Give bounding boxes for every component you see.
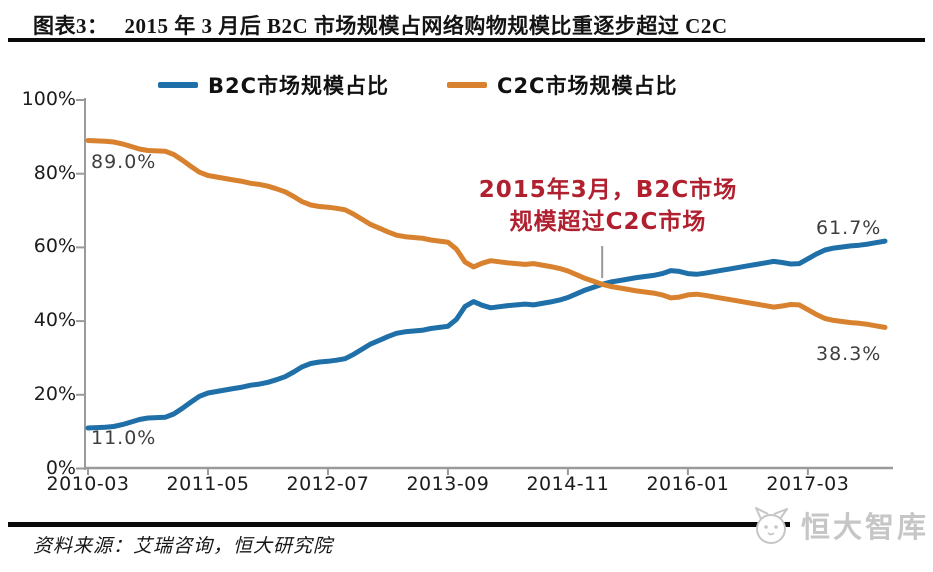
title-divider	[8, 38, 925, 42]
b2c-start-value-label: 11.0%	[91, 427, 157, 449]
logo-text: 恒大智库	[800, 510, 929, 544]
c2c-series-line	[85, 138, 888, 330]
crossover-annotation-line2: 规模超过C2C市场	[509, 209, 707, 235]
x-axis-tick-label: 2017-03	[766, 473, 850, 495]
hengda-zhiku-logo: 恒大智库	[747, 503, 929, 547]
y-axis-tick-label: 0%	[45, 456, 76, 479]
crossover-annotation-line1: 2015年3月，B2C市场	[478, 177, 738, 203]
y-axis-tick-label: 20%	[33, 382, 76, 405]
c2c-end-value-label: 38.3%	[816, 343, 882, 365]
legend: B2C市场规模占比 C2C市场规模占比	[158, 70, 677, 100]
b2c-end-value-label: 61.7%	[816, 217, 882, 239]
legend-label-b2c: B2C市场规模占比	[208, 74, 390, 98]
y-axis-tick-label: 40%	[33, 309, 76, 332]
footer-divider	[8, 522, 790, 527]
figure-title-row: 图表3： 2015 年 3 月后 B2C 市场规模占网络购物规模比重逐步超过 C2…	[33, 10, 923, 40]
c2c-line-swatch	[447, 82, 488, 88]
x-axis-tick-label: 2010-03	[46, 473, 130, 495]
b2c-series-line	[85, 238, 888, 431]
x-axis-tick-label: 2013-09	[406, 473, 490, 495]
cat-mascot-icon	[754, 507, 788, 544]
x-axis-tick-label: 2012-07	[286, 473, 370, 495]
legend-item-c2c: C2C市场规模占比	[447, 70, 677, 100]
legend-label-c2c: C2C市场规模占比	[497, 74, 678, 98]
x-axis-tick-label: 2016-01	[646, 473, 730, 495]
y-axis-tick-label: 80%	[33, 161, 76, 184]
c2c-start-value-label: 89.0%	[91, 151, 157, 173]
x-axis-tick-label: 2011-05	[166, 473, 250, 495]
y-axis-tick-label: 60%	[33, 235, 76, 258]
y-axis-tick-label: 100%	[21, 88, 76, 110]
page-title: 2015 年 3 月后 B2C 市场规模占网络购物规模比重逐步超过 C2C	[124, 14, 728, 38]
legend-item-b2c: B2C市场规模占比	[158, 70, 389, 100]
source-note: 资料来源：艾瑞咨询，恒大研究院	[33, 536, 334, 557]
x-axis-tick-label: 2014-11	[526, 473, 610, 495]
crossover-annotation: 2015年3月，B2C市场 规模超过C2C市场	[442, 174, 774, 238]
b2c-line-swatch	[158, 82, 198, 88]
figure-label: 图表3：	[33, 14, 109, 38]
